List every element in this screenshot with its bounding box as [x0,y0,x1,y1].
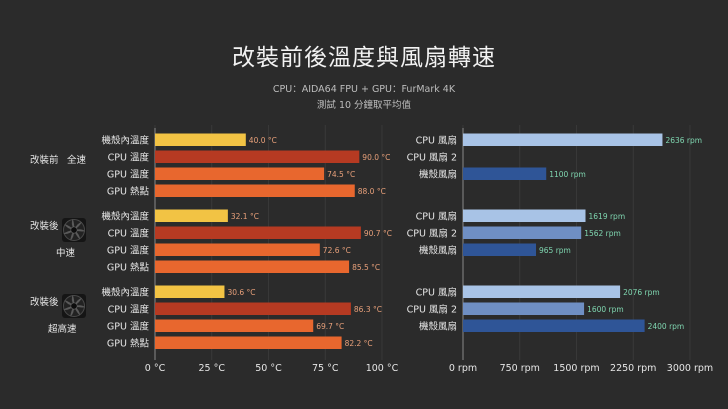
data-label-temperature-g1-2: 72.6 °C [323,246,351,255]
data-label-fan_speed-g1-0: 1619 rpm [589,212,626,221]
category-label-temperature-g0-3: GPU 熱點 [107,185,150,197]
data-label-fan_speed-g2-2: 2400 rpm [648,322,685,331]
bar-fan_speed-g1-2 [463,243,537,256]
bar-temperature-g2-1 [155,302,351,315]
data-label-temperature-g2-0: 30.6 °C [227,288,255,297]
category-label-fan_speed-g0-1: CPU 風扇 2 [407,151,457,163]
bar-temperature-g0-2 [155,167,325,180]
bar-fan_speed-g0-0 [463,133,663,146]
category-label-fan_speed-g1-0: CPU 風扇 [416,210,457,222]
x-tick-label-fan_speed-2: 1500 rpm [553,363,599,374]
data-label-temperature-g2-2: 69.7 °C [316,322,344,331]
category-label-temperature-g2-3: GPU 熱點 [107,337,150,349]
category-label-temperature-g1-1: CPU 溫度 [108,227,150,239]
data-label-fan_speed-g1-2: 965 rpm [539,246,571,255]
bar-temperature-g0-3 [155,184,355,197]
bar-temperature-g1-3 [155,260,350,273]
bar-temperature-g2-3 [155,336,342,349]
x-tick-label-fan_speed-1: 750 rpm [500,363,540,374]
group-label-0-line-0: 改裝前 [30,154,59,166]
data-label-fan_speed-g2-0: 2076 rpm [623,288,660,297]
x-tick-label-temperature-1: 25 °C [199,363,226,374]
fan-icon [62,218,86,242]
category-label-fan_speed-g2-1: CPU 風扇 2 [407,303,457,315]
category-label-temperature-g0-1: CPU 溫度 [108,151,150,163]
fan-icon [62,294,86,318]
chart-title: 改裝前後溫度與風扇轉速 [232,45,496,71]
category-label-temperature-g1-2: GPU 溫度 [107,244,150,256]
chart-subtitle-test-method: 測試 10 分鐘取平均值 [316,100,412,111]
data-label-fan_speed-g1-1: 1562 rpm [584,229,621,238]
group-label-1-line-0: 改裝後 [30,220,59,232]
group-label-2-line-1: 超高速 [48,323,77,335]
bar-fan_speed-g0-2 [463,167,547,180]
group-label-2-line-0: 改裝後 [30,296,59,308]
x-tick-label-temperature-0: 0 °C [145,363,166,374]
data-label-temperature-g2-3: 82.2 °C [345,339,373,348]
category-label-fan_speed-g1-1: CPU 風扇 2 [407,227,457,239]
data-label-temperature-g2-1: 86.3 °C [354,305,382,314]
data-label-temperature-g0-3: 88.0 °C [358,187,386,196]
category-label-fan_speed-g1-2: 機殼風扇 [419,244,457,256]
group-label-1-line-1: 中速 [56,247,76,259]
data-label-temperature-g1-3: 85.5 °C [352,263,380,272]
data-label-temperature-g0-0: 40.0 °C [249,136,277,145]
chart-subtitle-test-load: CPU：AIDA64 FPU + GPU：FurMark 4K [272,84,456,95]
x-tick-label-fan_speed-4: 3000 rpm [667,363,713,374]
category-label-fan_speed-g2-2: 機殼風扇 [419,320,457,332]
category-label-temperature-g2-2: GPU 溫度 [107,320,150,332]
bar-temperature-g0-0 [155,133,246,146]
bar-fan_speed-g2-2 [463,319,645,332]
bar-fan_speed-g2-0 [463,285,621,298]
category-label-temperature-g2-0: 機殼內溫度 [101,286,149,298]
data-label-temperature-g1-1: 90.7 °C [364,229,392,238]
bar-fan_speed-g1-1 [463,226,582,239]
data-label-temperature-g1-0: 32.1 °C [231,212,259,221]
category-label-fan_speed-g0-0: CPU 風扇 [416,134,457,146]
category-label-temperature-g2-1: CPU 溫度 [108,303,150,315]
data-label-temperature-g0-2: 74.5 °C [327,170,355,179]
data-label-fan_speed-g2-1: 1600 rpm [587,305,624,314]
x-tick-label-temperature-4: 100 °C [366,363,399,374]
bar-temperature-g1-1 [155,226,361,239]
x-tick-label-fan_speed-3: 2250 rpm [610,363,656,374]
category-label-temperature-g0-2: GPU 溫度 [107,168,150,180]
group-label-0-line-1: 全速 [67,154,87,166]
bar-temperature-g1-2 [155,243,320,256]
data-label-temperature-g0-1: 90.0 °C [362,153,390,162]
bar-fan_speed-g2-1 [463,302,585,315]
category-label-fan_speed-g2-0: CPU 風扇 [416,286,457,298]
bar-temperature-g2-2 [155,319,314,332]
category-label-fan_speed-g0-2: 機殼風扇 [419,168,457,180]
bar-temperature-g2-0 [155,285,225,298]
category-label-temperature-g1-0: 機殼內溫度 [101,210,149,222]
category-label-temperature-g0-0: 機殼內溫度 [101,134,149,146]
x-tick-label-temperature-2: 50 °C [255,363,282,374]
x-tick-label-temperature-3: 75 °C [312,363,339,374]
data-label-fan_speed-g0-2: 1100 rpm [549,170,586,179]
category-label-temperature-g1-3: GPU 熱點 [107,261,150,273]
bar-temperature-g1-0 [155,209,228,222]
data-label-fan_speed-g0-0: 2636 rpm [665,136,702,145]
bar-temperature-g0-1 [155,150,360,163]
bar-fan_speed-g1-0 [463,209,586,222]
x-tick-label-fan_speed-0: 0 rpm [449,363,477,374]
